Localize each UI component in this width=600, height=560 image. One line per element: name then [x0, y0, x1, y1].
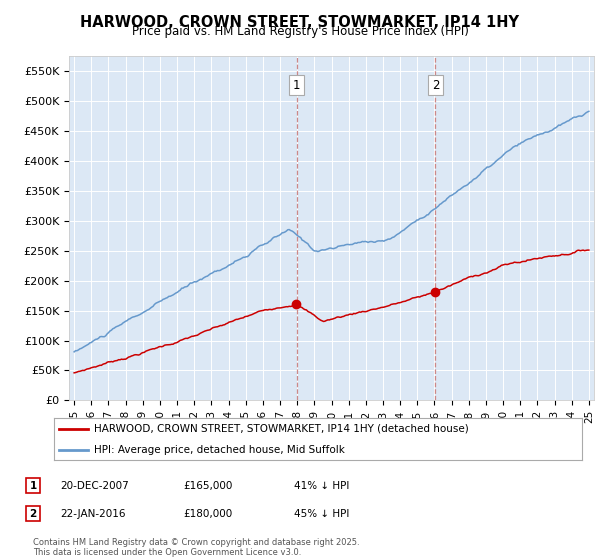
- Text: Contains HM Land Registry data © Crown copyright and database right 2025.
This d: Contains HM Land Registry data © Crown c…: [33, 538, 359, 557]
- Text: 20-DEC-2007: 20-DEC-2007: [60, 480, 129, 491]
- Text: 45% ↓ HPI: 45% ↓ HPI: [294, 508, 349, 519]
- Text: 1: 1: [29, 480, 37, 491]
- Text: £165,000: £165,000: [183, 480, 232, 491]
- Text: 1: 1: [293, 79, 301, 92]
- Text: HPI: Average price, detached house, Mid Suffolk: HPI: Average price, detached house, Mid …: [94, 445, 344, 455]
- Text: 41% ↓ HPI: 41% ↓ HPI: [294, 480, 349, 491]
- Text: £180,000: £180,000: [183, 508, 232, 519]
- Text: HARWOOD, CROWN STREET, STOWMARKET, IP14 1HY: HARWOOD, CROWN STREET, STOWMARKET, IP14 …: [80, 15, 520, 30]
- Text: HARWOOD, CROWN STREET, STOWMARKET, IP14 1HY (detached house): HARWOOD, CROWN STREET, STOWMARKET, IP14 …: [94, 424, 469, 434]
- Text: Price paid vs. HM Land Registry's House Price Index (HPI): Price paid vs. HM Land Registry's House …: [131, 25, 469, 38]
- Text: 2: 2: [29, 508, 37, 519]
- Text: 22-JAN-2016: 22-JAN-2016: [60, 508, 125, 519]
- Text: 2: 2: [432, 79, 439, 92]
